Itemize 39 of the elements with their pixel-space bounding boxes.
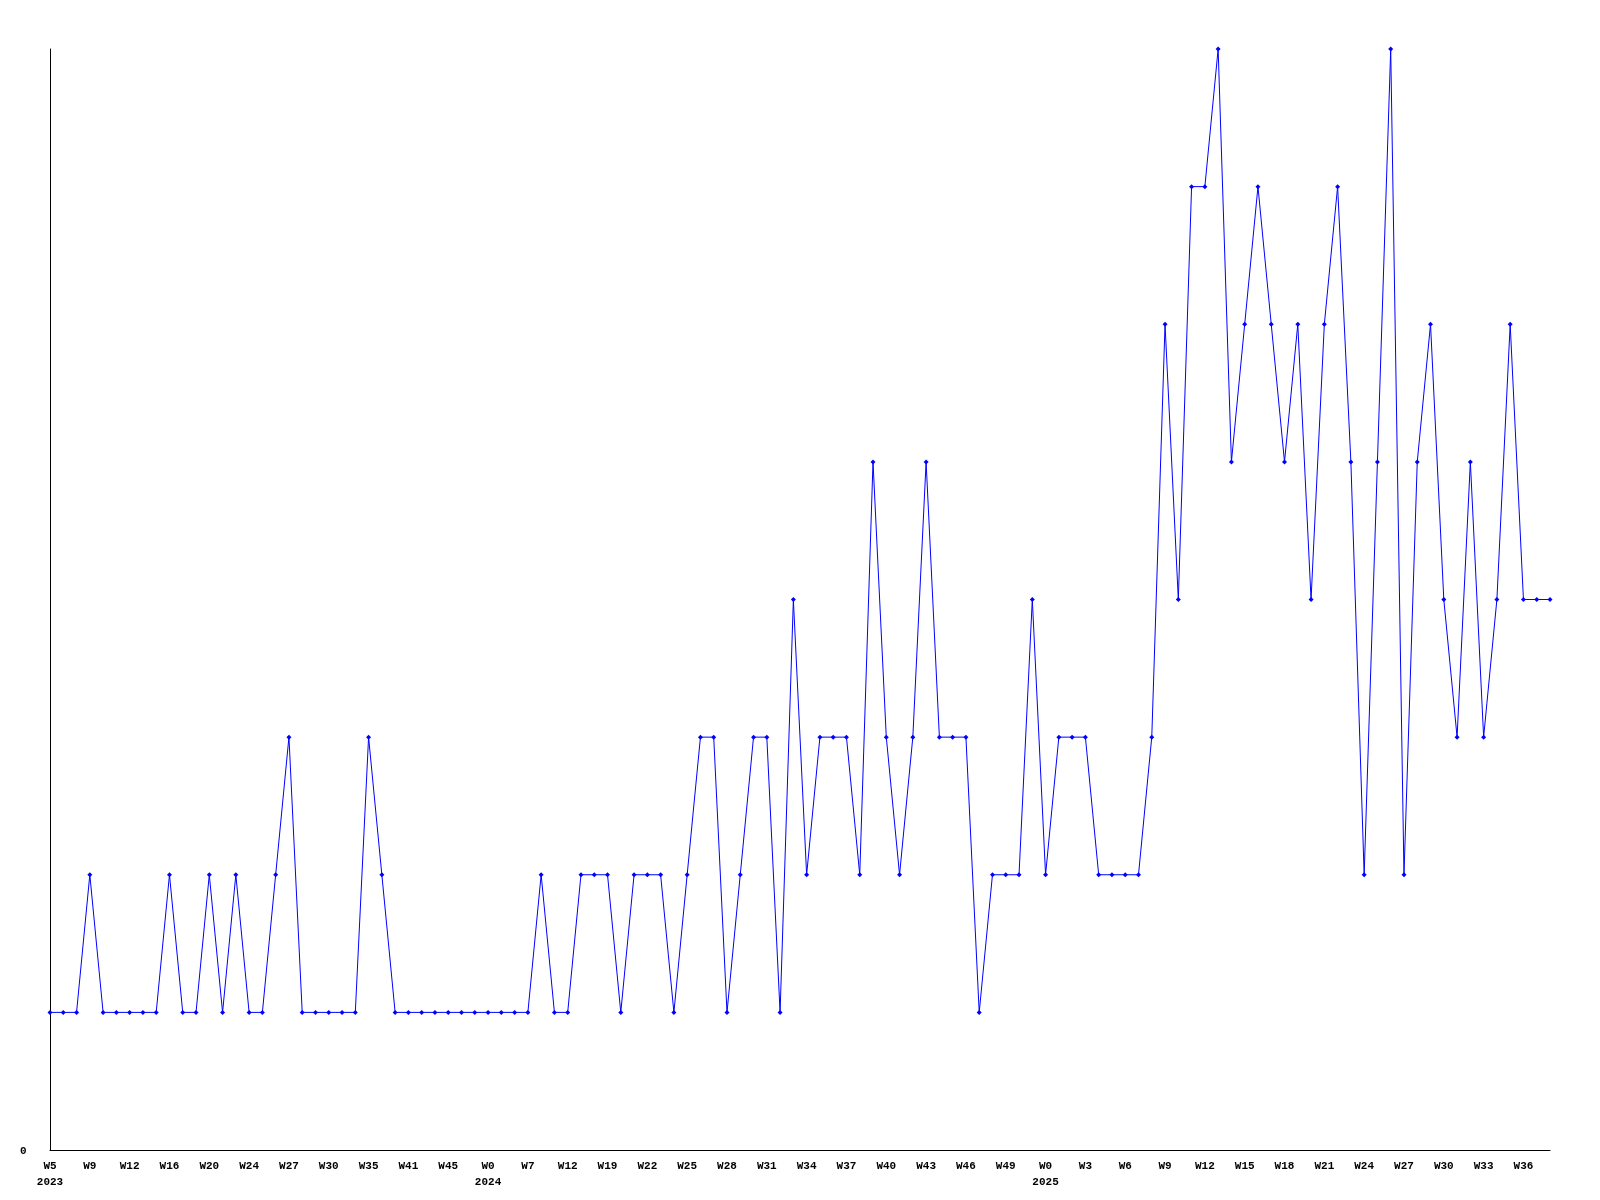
x-tick-label: W18 xyxy=(1274,1160,1295,1172)
x-tick-label: W28 xyxy=(717,1160,738,1172)
x-tick-label: W24 xyxy=(239,1160,260,1172)
x-tick-label: W43 xyxy=(916,1160,937,1172)
x-tick-label: W21 xyxy=(1314,1160,1335,1172)
x-tick-label: W46 xyxy=(956,1160,976,1172)
x-tick-label: W25 xyxy=(677,1160,698,1172)
x-tick-label: W27 xyxy=(279,1160,299,1172)
x-tick-label: W35 xyxy=(358,1160,379,1172)
x-tick-label: W7 xyxy=(521,1160,535,1172)
x-tick-label: W12 xyxy=(1194,1160,1215,1172)
x-tick-label: W27 xyxy=(1394,1160,1414,1172)
x-tick-label: W3 xyxy=(1078,1160,1093,1172)
x-tick-label: W12 xyxy=(119,1160,140,1172)
x-tick-label: W0 2024 xyxy=(474,1160,502,1188)
x-tick-label: W9 xyxy=(83,1160,97,1172)
x-tick-label: W49 xyxy=(995,1160,1016,1172)
x-tick-label: W33 xyxy=(1473,1160,1494,1172)
x-tick-label: W30 xyxy=(1433,1160,1454,1172)
x-tick-label: W24 xyxy=(1354,1160,1375,1172)
x-tick-label: W5 2023 xyxy=(36,1160,64,1188)
x-tick-label: W22 xyxy=(637,1160,658,1172)
x-tick-label: W12 xyxy=(557,1160,578,1172)
x-tick-label: W6 xyxy=(1118,1160,1132,1172)
x-tick-label: W16 xyxy=(159,1160,180,1172)
x-tick-label: W20 xyxy=(199,1160,220,1172)
x-tick-label: W31 xyxy=(756,1160,778,1172)
x-tick-label: W41 xyxy=(398,1160,419,1172)
x-tick-label: W37 xyxy=(836,1160,857,1172)
x-tick-label: W40 xyxy=(876,1160,897,1172)
x-tick-label: W9 xyxy=(1158,1160,1172,1172)
x-tick-label: W34 xyxy=(796,1160,817,1172)
x-tick-label: W30 xyxy=(318,1160,339,1172)
x-tick-label: W15 xyxy=(1234,1160,1255,1172)
x-tick-label: W0 2025 xyxy=(1032,1160,1060,1188)
x-tick-label: W19 xyxy=(597,1160,618,1172)
x-tick-label: W36 xyxy=(1513,1160,1534,1172)
x-tick-label: W45 xyxy=(438,1160,459,1172)
text: 0 xyxy=(20,1144,27,1157)
